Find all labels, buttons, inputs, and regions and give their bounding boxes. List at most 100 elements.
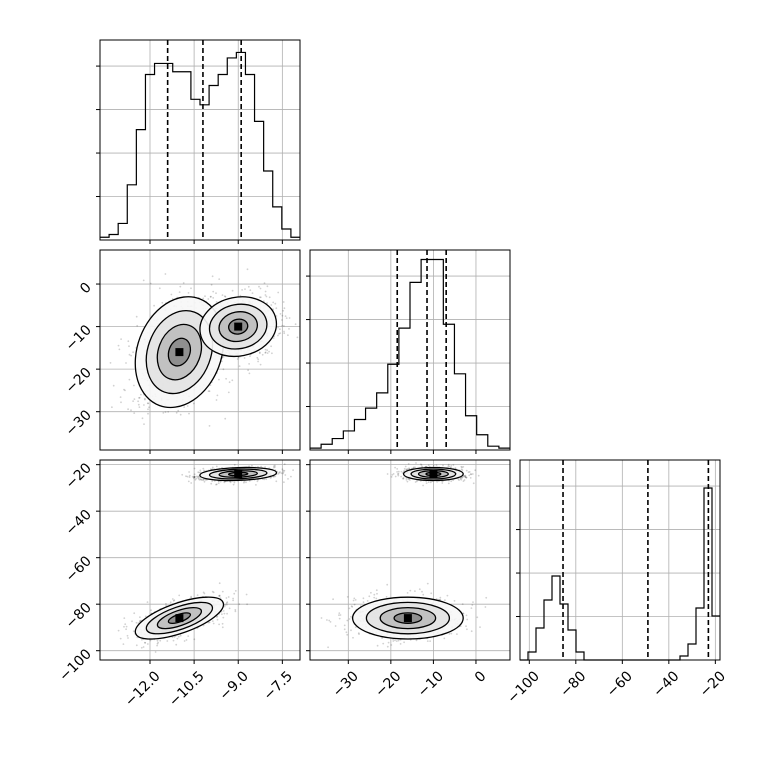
sample-point — [172, 639, 175, 642]
sample-point — [268, 350, 270, 353]
sample-point — [358, 633, 360, 635]
sample-point — [200, 478, 202, 481]
histogram-panel-3 — [516, 459, 721, 661]
sample-point — [251, 464, 253, 467]
sample-point — [123, 388, 125, 391]
sample-point — [413, 466, 415, 469]
sample-point — [221, 590, 224, 593]
sample-point — [427, 464, 430, 467]
sample-point — [406, 468, 409, 470]
sample-point — [439, 596, 442, 599]
sample-point — [133, 412, 136, 414]
sample-point — [132, 351, 135, 354]
sample-point — [264, 290, 267, 293]
sample-point — [200, 478, 202, 480]
panel-frame — [309, 249, 511, 451]
sample-point — [464, 475, 466, 478]
sample-point — [147, 412, 149, 415]
sample-point — [354, 599, 357, 601]
sample-point — [346, 619, 349, 622]
sample-point — [288, 328, 290, 330]
sample-point — [193, 473, 196, 476]
sample-point — [167, 411, 170, 413]
sample-point — [469, 477, 472, 479]
sample-point — [354, 626, 357, 628]
sample-point — [450, 632, 453, 635]
sample-point — [397, 639, 400, 642]
sample-point — [277, 326, 279, 329]
sample-point — [258, 352, 261, 355]
sample-point — [211, 590, 214, 593]
sample-point — [218, 582, 221, 585]
sample-point — [282, 469, 285, 472]
sample-point — [216, 618, 219, 621]
sample-point — [277, 334, 279, 337]
sample-point — [435, 464, 438, 466]
sample-point — [202, 478, 205, 481]
sample-point — [405, 478, 408, 481]
sample-point — [247, 285, 250, 288]
sample-point — [264, 352, 267, 354]
sample-point — [182, 282, 185, 284]
sample-point — [248, 372, 251, 375]
sample-point — [282, 301, 285, 303]
sample-point — [146, 601, 149, 603]
sample-point — [140, 646, 143, 649]
sample-point — [241, 289, 244, 291]
sample-point — [281, 314, 284, 317]
sample-point — [422, 593, 425, 596]
sample-point — [283, 330, 285, 333]
sample-point — [294, 323, 297, 326]
sample-point — [128, 378, 131, 381]
sample-point — [144, 397, 146, 400]
density-peak — [234, 470, 243, 478]
sample-point — [225, 377, 228, 380]
sample-point — [265, 478, 268, 481]
sample-point — [279, 471, 281, 473]
sample-point — [211, 480, 214, 482]
sample-point — [273, 466, 275, 469]
sample-point — [164, 273, 167, 275]
sample-point — [169, 601, 172, 604]
sample-point — [248, 465, 251, 468]
sample-point — [195, 477, 198, 480]
sample-point — [263, 282, 266, 284]
sample-point — [165, 603, 167, 605]
sample-point — [409, 589, 412, 592]
sample-point — [133, 384, 135, 387]
sample-point — [199, 471, 202, 474]
sample-point — [194, 478, 197, 481]
panel-frame — [99, 249, 301, 451]
sample-point — [396, 468, 399, 470]
sample-point — [215, 301, 218, 303]
sample-point — [427, 481, 430, 483]
sample-point — [132, 630, 135, 633]
sample-point — [144, 615, 147, 618]
sample-point — [264, 348, 267, 351]
sample-point — [193, 467, 196, 470]
sample-point — [147, 402, 150, 405]
sample-point — [190, 595, 193, 598]
sample-point — [266, 285, 269, 288]
sample-point — [278, 471, 281, 474]
sample-point — [281, 324, 284, 327]
sample-point — [327, 646, 329, 649]
sample-point — [249, 355, 251, 357]
sample-point — [278, 332, 280, 335]
sample-point — [463, 479, 466, 481]
sample-point — [415, 639, 418, 642]
sample-point — [373, 593, 376, 596]
sample-point — [444, 599, 446, 601]
sample-point — [177, 409, 180, 412]
sample-point — [274, 302, 277, 305]
sample-point — [280, 472, 283, 475]
sample-point — [144, 642, 147, 644]
sample-point — [281, 468, 284, 471]
sample-point — [458, 479, 460, 481]
sample-point — [147, 408, 149, 411]
density-layer — [117, 463, 294, 653]
sample-point — [259, 296, 262, 299]
sample-point — [125, 628, 127, 631]
sample-point — [135, 644, 138, 647]
sample-point — [111, 406, 113, 409]
